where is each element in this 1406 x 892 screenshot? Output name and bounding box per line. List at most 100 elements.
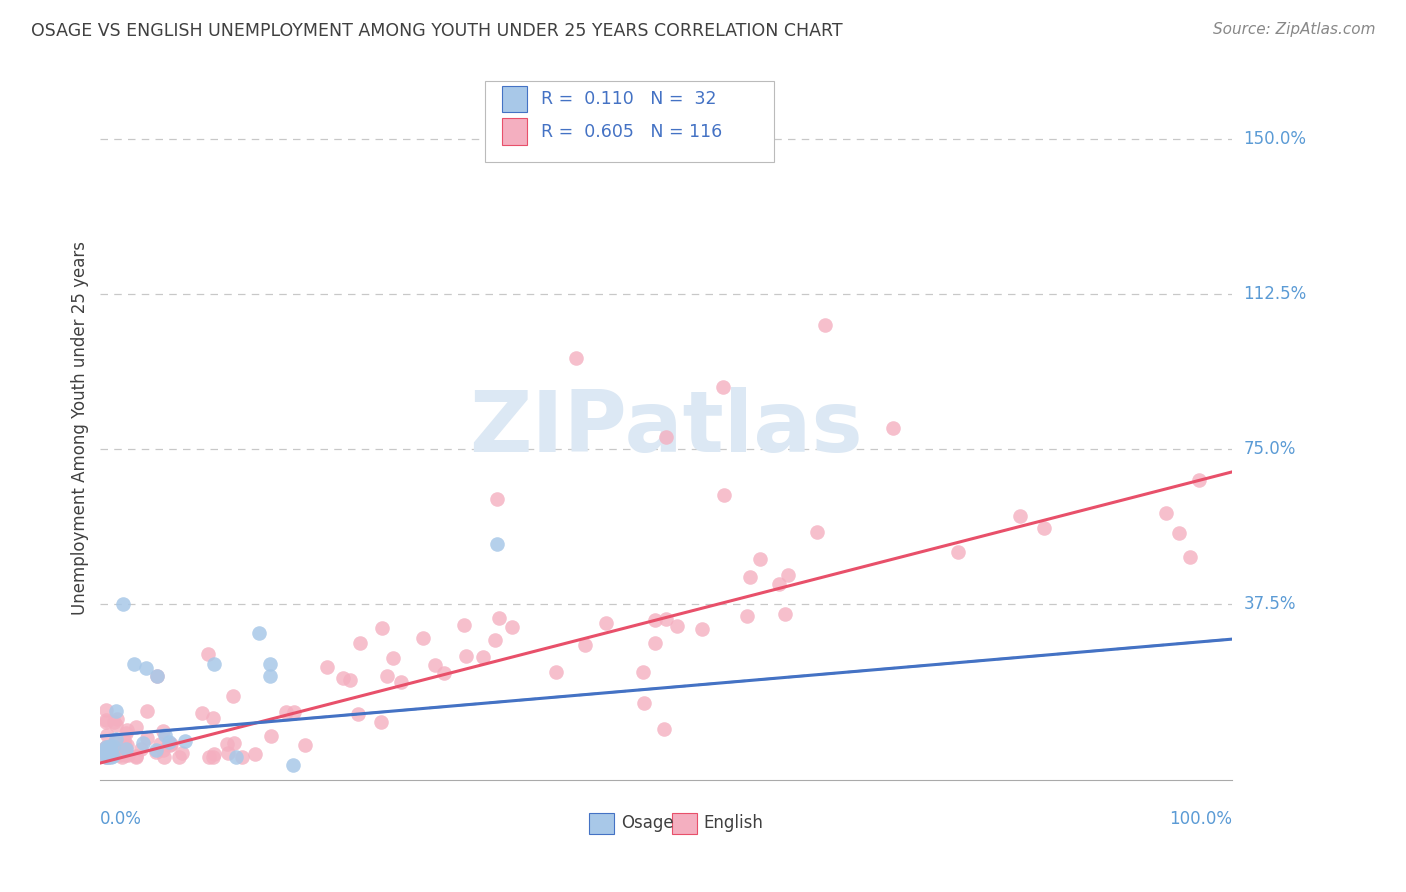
Point — [146, 669, 169, 683]
Point — [97, 743, 120, 757]
Point — [94, 740, 117, 755]
Point — [101, 739, 124, 753]
Point — [652, 722, 675, 736]
Point — [456, 649, 478, 664]
Point — [96, 727, 118, 741]
Point — [105, 718, 128, 732]
Point — [111, 597, 134, 611]
Point — [145, 743, 167, 757]
Text: English: English — [703, 814, 763, 832]
Text: 75.0%: 75.0% — [1243, 440, 1296, 458]
Point — [713, 488, 735, 502]
Point — [1154, 506, 1177, 520]
Point — [159, 737, 181, 751]
Point — [768, 577, 790, 591]
Point — [221, 689, 243, 703]
Point — [423, 657, 446, 672]
Point — [117, 747, 139, 762]
Point — [644, 636, 666, 650]
Text: 150.0%: 150.0% — [1243, 130, 1306, 148]
Point — [97, 749, 120, 764]
Point — [105, 712, 128, 726]
Point — [97, 749, 120, 764]
Point — [243, 747, 266, 761]
Point — [485, 537, 508, 551]
Point — [100, 744, 122, 758]
Point — [105, 732, 128, 747]
Point — [544, 665, 567, 679]
Point — [1008, 508, 1031, 523]
Point — [114, 747, 136, 762]
Point — [136, 705, 159, 719]
Point — [501, 620, 523, 634]
Point — [217, 746, 239, 760]
Point — [655, 430, 678, 444]
Point — [735, 608, 758, 623]
Point — [202, 747, 225, 761]
Point — [174, 733, 197, 747]
Point — [167, 749, 190, 764]
Point — [105, 746, 128, 760]
Point — [100, 749, 122, 764]
Point — [806, 524, 828, 539]
Point — [153, 728, 176, 742]
Point — [655, 612, 678, 626]
Point — [225, 749, 247, 764]
Point — [202, 711, 225, 725]
Point — [103, 715, 125, 730]
Point — [98, 739, 121, 754]
Point — [94, 713, 117, 727]
Point — [152, 743, 174, 757]
Point — [666, 619, 689, 633]
Point — [412, 632, 434, 646]
Point — [631, 665, 654, 680]
Point — [96, 749, 118, 764]
Point — [283, 705, 305, 719]
Point — [260, 729, 283, 743]
Point — [104, 704, 127, 718]
Point — [198, 749, 221, 764]
Point — [472, 649, 495, 664]
Point — [222, 736, 245, 750]
Point — [1188, 473, 1211, 487]
Point — [96, 741, 118, 756]
Point — [152, 723, 174, 738]
Point — [485, 491, 508, 506]
Point — [124, 749, 146, 764]
Point — [101, 747, 124, 761]
Text: 0.0%: 0.0% — [100, 810, 142, 828]
Point — [1033, 520, 1056, 534]
Text: ZIPatlas: ZIPatlas — [470, 387, 863, 470]
Point — [191, 706, 214, 720]
Point — [94, 749, 117, 764]
Point — [1167, 525, 1189, 540]
Text: R =  0.605   N = 116: R = 0.605 N = 116 — [541, 122, 721, 141]
Point — [148, 737, 170, 751]
Point — [259, 669, 281, 683]
Point — [101, 749, 124, 764]
Point — [125, 720, 148, 734]
Point — [197, 648, 219, 662]
Point — [159, 738, 181, 752]
Point — [108, 748, 131, 763]
Point — [281, 758, 304, 772]
Point — [433, 665, 456, 680]
Y-axis label: Unemployment Among Youth under 25 years: Unemployment Among Youth under 25 years — [72, 242, 89, 615]
Point — [157, 735, 180, 749]
Text: R =  0.110   N =  32: R = 0.110 N = 32 — [541, 90, 716, 108]
Point — [276, 705, 298, 719]
FancyBboxPatch shape — [485, 81, 773, 161]
Point — [115, 747, 138, 761]
Point — [110, 741, 132, 756]
Point — [105, 747, 128, 761]
Point — [97, 747, 120, 761]
Point — [633, 697, 655, 711]
Point — [315, 659, 337, 673]
Point — [104, 747, 127, 761]
Point — [389, 674, 412, 689]
Point — [484, 632, 506, 647]
Point — [96, 744, 118, 758]
Point — [94, 743, 117, 757]
Point — [111, 749, 134, 764]
Point — [110, 747, 132, 761]
